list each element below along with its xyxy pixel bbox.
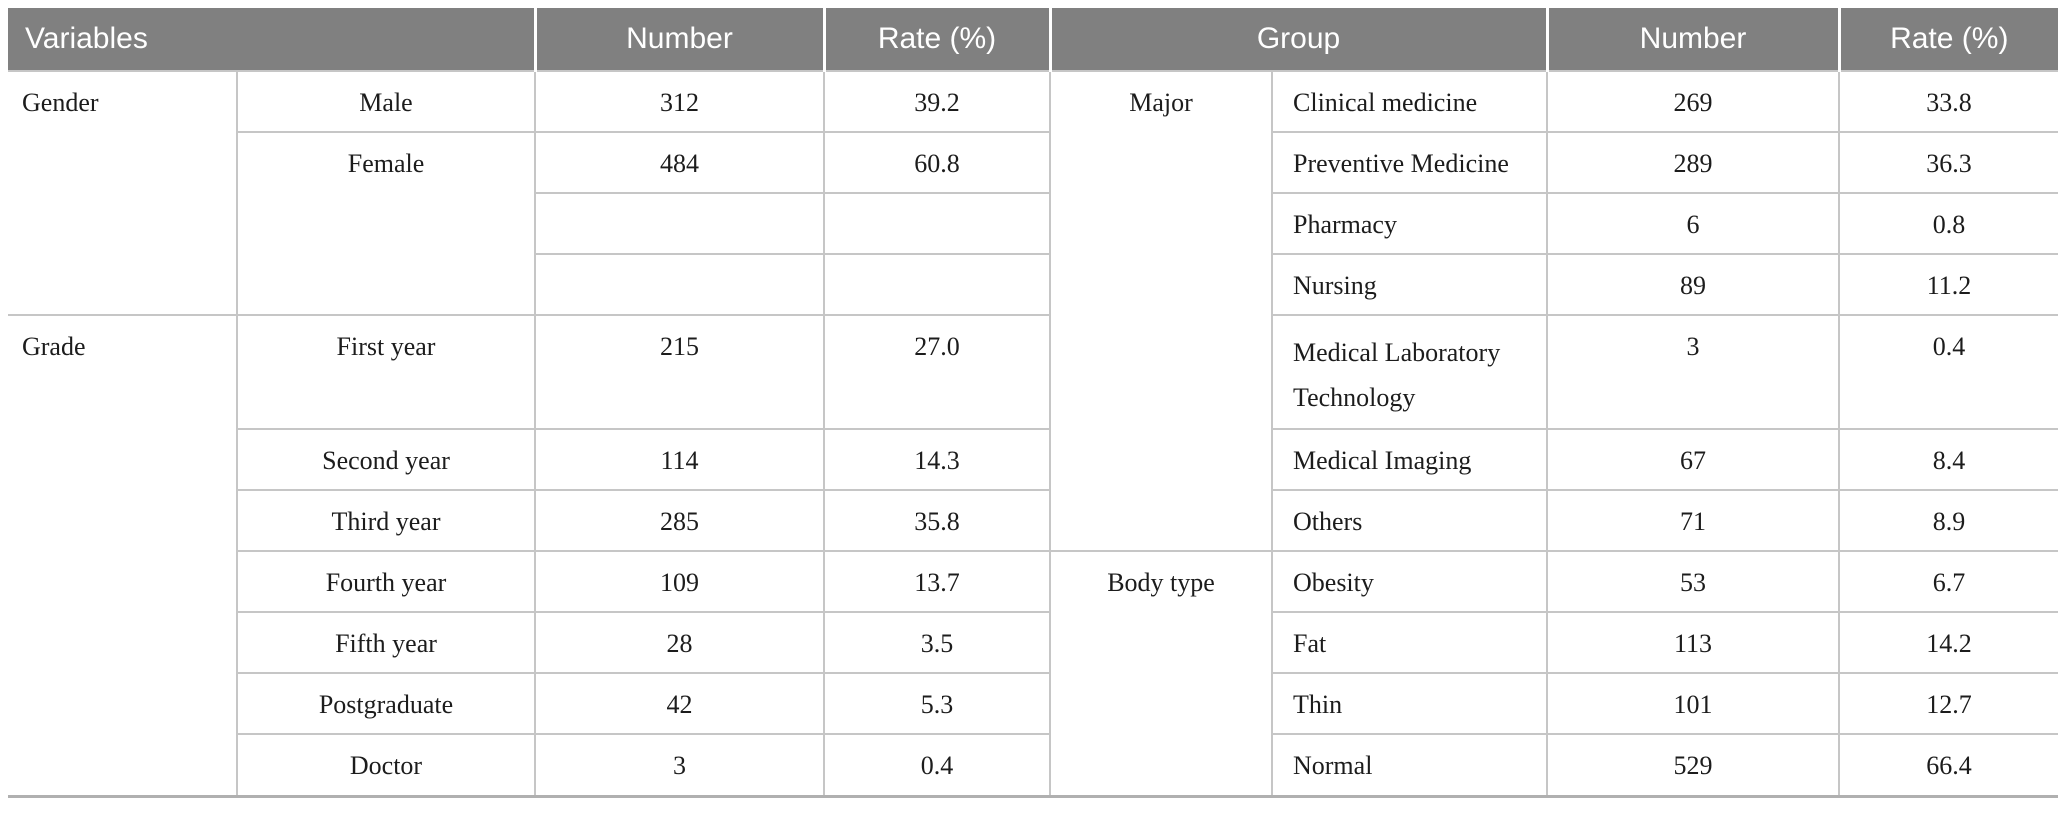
group-category-cell: Clinical medicine bbox=[1270, 70, 1549, 133]
variable-category-cell: Second year bbox=[236, 428, 536, 491]
group-number-cell: 289 bbox=[1546, 131, 1841, 194]
variable-rate-cell: 27.0 bbox=[823, 314, 1051, 430]
variable-number-cell: 3 bbox=[534, 733, 825, 796]
variable-number-cell bbox=[534, 253, 825, 316]
group-number-cell: 269 bbox=[1546, 70, 1841, 133]
header-rate-right: Rate (%) bbox=[1837, 8, 2059, 71]
group-number-cell: 6 bbox=[1546, 192, 1841, 255]
group-rate-cell: 6.7 bbox=[1838, 550, 2060, 613]
group-number-cell: 529 bbox=[1546, 733, 1841, 796]
group-number-cell: 53 bbox=[1546, 550, 1841, 613]
variable-number-cell bbox=[534, 192, 825, 255]
group-rate-cell: 12.7 bbox=[1838, 672, 2060, 735]
variable-rate-cell: 35.8 bbox=[823, 489, 1051, 552]
group-rate-cell: 0.4 bbox=[1838, 314, 2060, 430]
table-row: Postgraduate 42 5.3 Thin 101 12.7 bbox=[8, 672, 2060, 735]
header-group: Group bbox=[1048, 8, 1548, 71]
variable-rate-cell: 3.5 bbox=[823, 611, 1051, 674]
variables-group-table: Variables Number Rate (%) Group Number R… bbox=[7, 8, 2060, 796]
group-category-cell: Obesity bbox=[1270, 550, 1549, 613]
group-name-cell: Body type bbox=[1049, 550, 1273, 796]
header-number-right: Number bbox=[1545, 8, 1840, 71]
group-rate-cell: 66.4 bbox=[1838, 733, 2060, 796]
header-rate-left: Rate (%) bbox=[822, 8, 1050, 71]
table-row: Second year 114 14.3 Medical Imaging 67 … bbox=[8, 428, 2060, 491]
group-category-cell: Thin bbox=[1270, 672, 1549, 735]
variable-category-cell: Male bbox=[236, 70, 536, 133]
variable-number-cell: 484 bbox=[534, 131, 825, 194]
group-rate-cell: 14.2 bbox=[1838, 611, 2060, 674]
group-category-cell: Pharmacy bbox=[1270, 192, 1549, 255]
group-rate-cell: 8.4 bbox=[1838, 428, 2060, 491]
table-row: Fifth year 28 3.5 Fat 113 14.2 bbox=[8, 611, 2060, 674]
group-category-cell: Preventive Medicine bbox=[1270, 131, 1549, 194]
variable-number-cell: 28 bbox=[534, 611, 825, 674]
variable-category-cell: Female bbox=[236, 131, 536, 316]
group-number-cell: 3 bbox=[1546, 314, 1841, 430]
group-rate-cell: 33.8 bbox=[1838, 70, 2060, 133]
table-row: Gender Male 312 39.2 Major Clinical medi… bbox=[7, 70, 2060, 552]
variable-rate-cell: 5.3 bbox=[823, 672, 1051, 735]
table-row: Doctor 3 0.4 Normal 529 66.4 bbox=[8, 733, 2060, 796]
variable-category-cell: Doctor bbox=[236, 733, 536, 796]
table-row: Female 484 60.8 Preventive Medicine 289 … bbox=[8, 131, 2060, 316]
variable-rate-cell: 60.8 bbox=[823, 131, 1051, 194]
variable-number-cell: 312 bbox=[534, 70, 825, 133]
header-variables: Variables bbox=[8, 8, 535, 71]
variable-rate-cell bbox=[823, 253, 1051, 316]
variable-rate-cell: 13.7 bbox=[823, 550, 1051, 613]
header-row: Variables Number Rate (%) Group Number R… bbox=[8, 8, 2059, 71]
group-category-cell: Medical Laboratory Technology bbox=[1270, 314, 1549, 430]
group-name-cell: Major bbox=[1049, 70, 1273, 552]
table-row: Grade First year 215 27.0 Medical Labora… bbox=[7, 314, 2060, 796]
variable-group-cell: Grade bbox=[7, 314, 238, 796]
table-row: Pharmacy 6 0.8 bbox=[8, 192, 2060, 255]
table-row: Third year 285 35.8 Others 71 8.9 bbox=[8, 489, 2060, 552]
group-number-cell: 113 bbox=[1546, 611, 1841, 674]
variable-number-cell: 42 bbox=[534, 672, 825, 735]
group-category-cell: Medical Imaging bbox=[1270, 428, 1549, 491]
variable-number-cell: 285 bbox=[534, 489, 825, 552]
variable-rate-cell: 0.4 bbox=[823, 733, 1051, 796]
variable-category-cell: Fourth year bbox=[236, 550, 536, 613]
group-rate-cell: 11.2 bbox=[1838, 253, 2060, 316]
group-category-cell: Fat bbox=[1270, 611, 1549, 674]
group-rate-cell: 8.9 bbox=[1838, 489, 2060, 552]
group-number-cell: 67 bbox=[1546, 428, 1841, 491]
group-category-cell: Normal bbox=[1270, 733, 1549, 796]
table-row: Fourth year 109 13.7 Body type Obesity 5… bbox=[8, 550, 2060, 796]
variable-rate-cell: 14.3 bbox=[823, 428, 1051, 491]
group-category-cell: Others bbox=[1270, 489, 1549, 552]
group-number-cell: 101 bbox=[1546, 672, 1841, 735]
header-number-left: Number bbox=[533, 8, 824, 71]
group-number-cell: 71 bbox=[1546, 489, 1841, 552]
group-number-cell: 89 bbox=[1546, 253, 1841, 316]
variable-number-cell: 215 bbox=[534, 314, 825, 430]
group-rate-cell: 36.3 bbox=[1838, 131, 2060, 194]
variable-rate-cell: 39.2 bbox=[823, 70, 1051, 133]
variable-category-cell: Postgraduate bbox=[236, 672, 536, 735]
variable-rate-cell bbox=[823, 192, 1051, 255]
variable-group-cell: Gender bbox=[7, 70, 238, 316]
group-category-cell: Nursing bbox=[1270, 253, 1549, 316]
group-rate-cell: 0.8 bbox=[1838, 192, 2060, 255]
variable-category-cell: Fifth year bbox=[236, 611, 536, 674]
variable-number-cell: 109 bbox=[534, 550, 825, 613]
table-row: Nursing 89 11.2 bbox=[8, 253, 2060, 316]
variable-category-cell: Third year bbox=[236, 489, 536, 552]
participants-table: Variables Number Rate (%) Group Number R… bbox=[7, 8, 2060, 798]
variable-category-cell: First year bbox=[236, 314, 536, 430]
variable-number-cell: 114 bbox=[534, 428, 825, 491]
